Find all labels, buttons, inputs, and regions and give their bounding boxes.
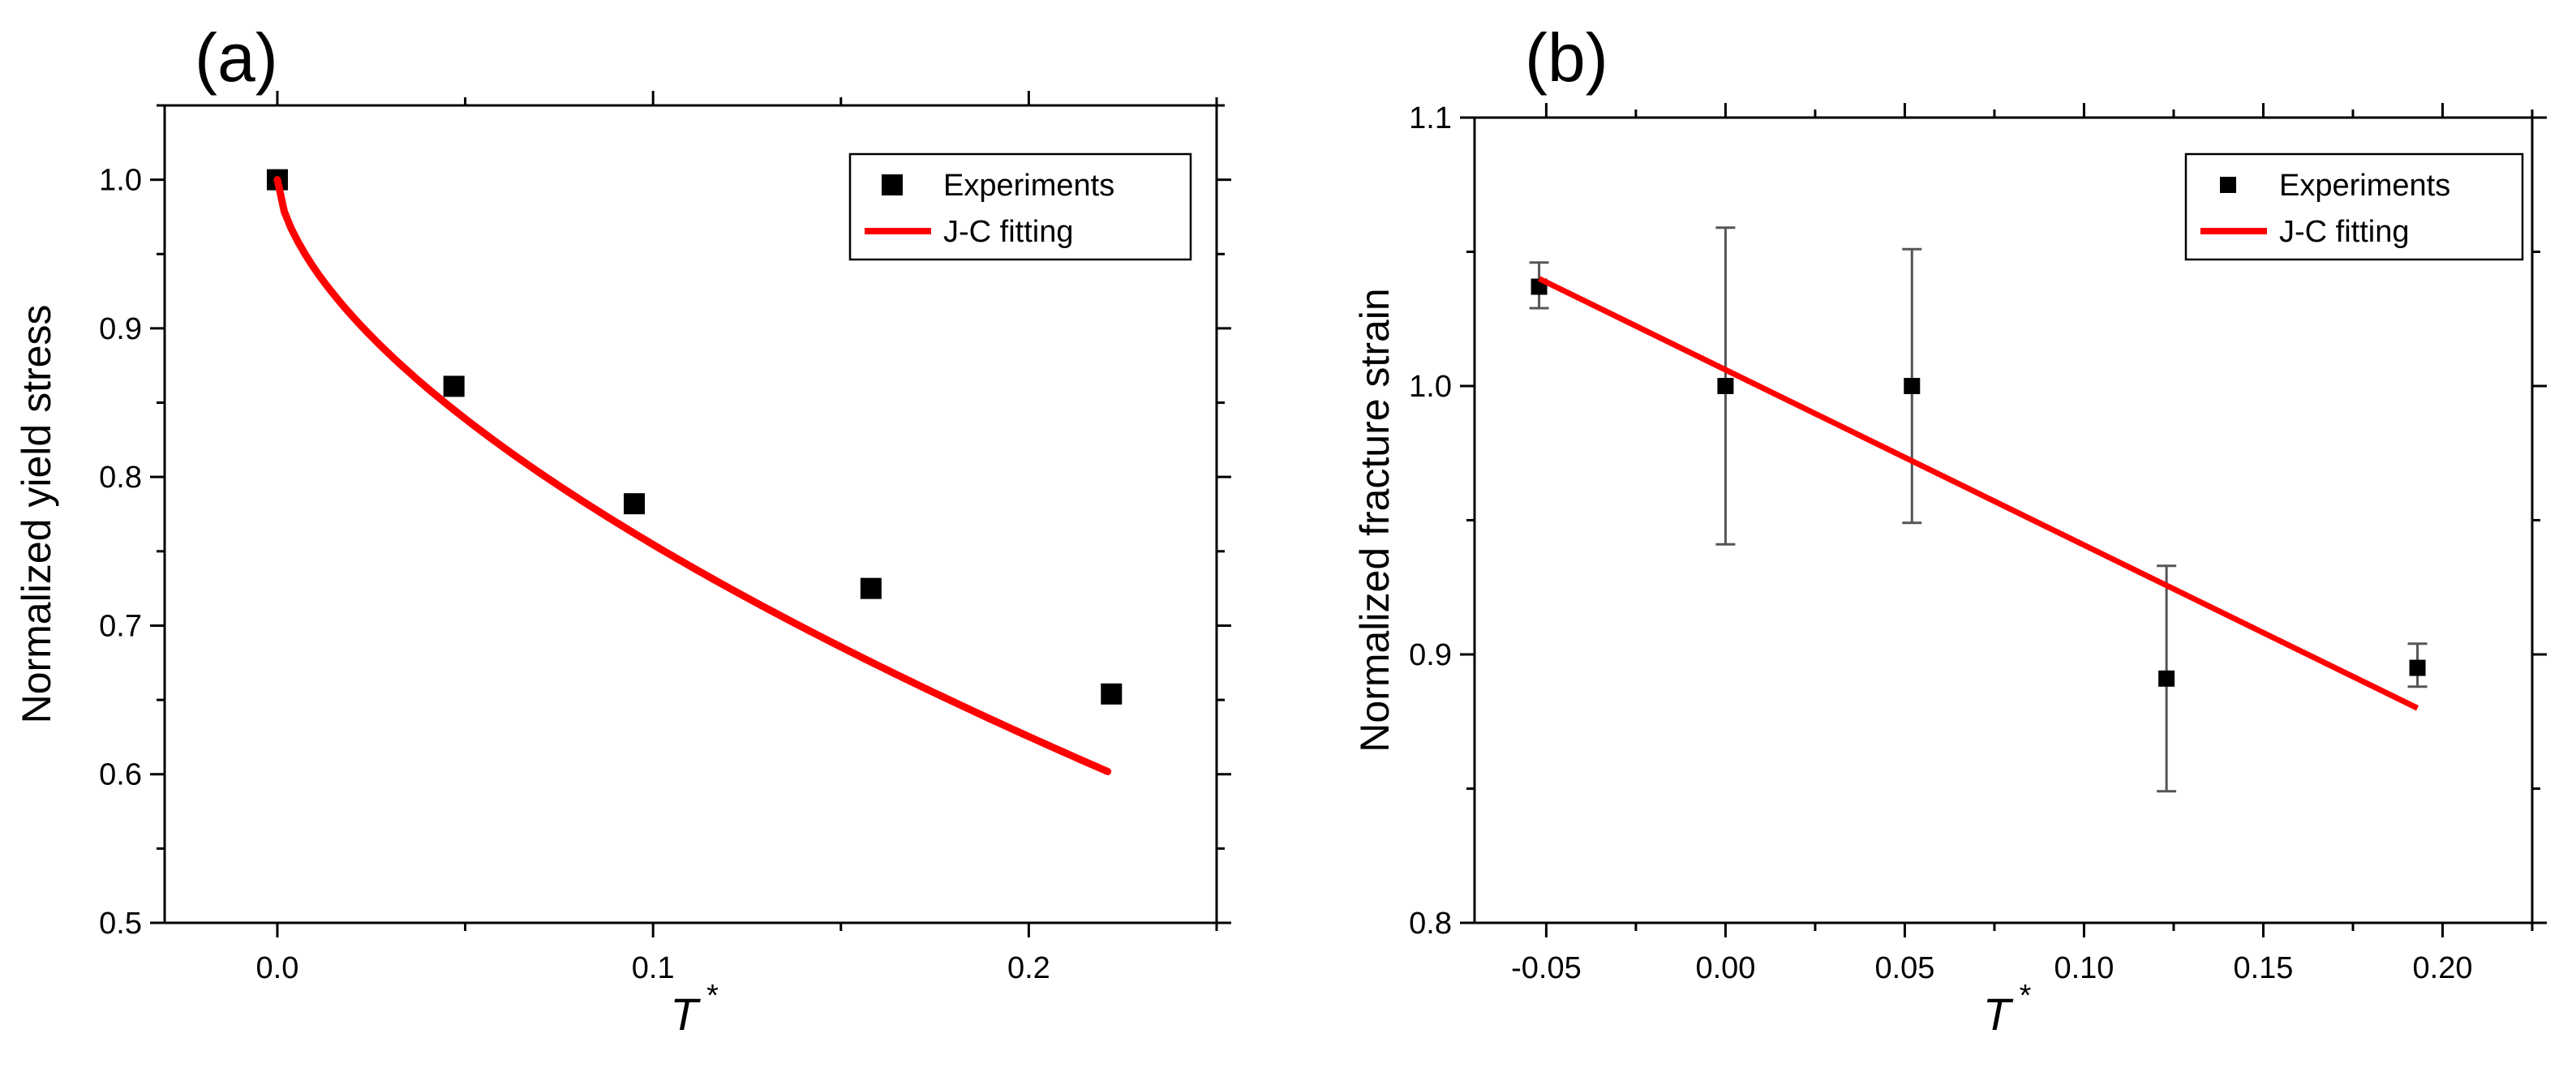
panel-label: (b) [1525,19,1608,96]
legend-label-jc-fitting: J-C fitting [943,215,1073,249]
y-tick-label: 1.0 [1409,370,1452,404]
experiment-point [443,375,465,397]
panel-a: (a) 0.0 0.1 0.2 0.5 0.6 0.7 0.8 0.9 1.0 Normalized… [14,19,1231,1040]
legend-marker-experiments [882,174,903,195]
x-tick-label: 0.15 [2233,951,2293,985]
x-axis-title-superscript: * [706,979,719,1013]
legend-label-experiments: Experiments [2279,169,2450,203]
y-tick-label: 1.0 [99,164,142,198]
y-tick-label: 0.6 [99,758,142,792]
x-tick-label: 0.1 [632,951,675,985]
x-tick-label: 0.10 [2054,951,2114,985]
x-axis-title: T [1983,989,2014,1040]
x-tick-label: 0.0 [256,951,299,985]
experiment-point [860,577,882,599]
panel-label: (a) [195,19,278,96]
legend-label-jc-fitting: J-C fitting [2279,215,2409,249]
y-axis-title: Normalized fracture strain [1352,288,1397,752]
legend-label-experiments: Experiments [943,169,1114,203]
jc-fitting-line [1538,276,2419,711]
jc-fitting-curve [273,176,1112,775]
x-axis-title-superscript: * [2018,979,2031,1013]
x-tick-label: 0.20 [2413,951,2473,985]
y-tick-label: 0.9 [99,312,142,346]
experiment-point [1717,378,1734,394]
y-tick-label: 0.7 [99,609,142,643]
experiment-point [1101,683,1123,705]
legend-box [2184,152,2524,261]
experiment-point [2158,670,2175,687]
y-tick-label: 0.5 [99,907,142,941]
x-tick-label: 0.05 [1874,951,1934,985]
y-tick-label: 0.8 [1409,907,1452,941]
experiment-point [2409,659,2426,676]
x-axis-title: T [670,989,701,1040]
x-tick-label: -0.05 [1511,951,1582,985]
x-tick-label: 0.00 [1695,951,1755,985]
legend-box [848,152,1192,261]
x-tick-label: 0.2 [1007,951,1050,985]
y-tick-label: 1.1 [1409,101,1452,135]
y-axis-title: Normalized yield stress [14,305,59,724]
plot-frame [163,104,1218,924]
y-tick-label: 0.9 [1409,638,1452,672]
y-tick-label: 0.8 [99,461,142,495]
experiment-point [624,493,646,515]
panel-b: (b) -0.05 0.00 0.05 0.10 0.15 0.20 0.8 0.9 1.0 1.1… [1352,19,2547,1040]
experiment-point [1904,378,1921,394]
legend-marker-experiments [2220,177,2236,193]
